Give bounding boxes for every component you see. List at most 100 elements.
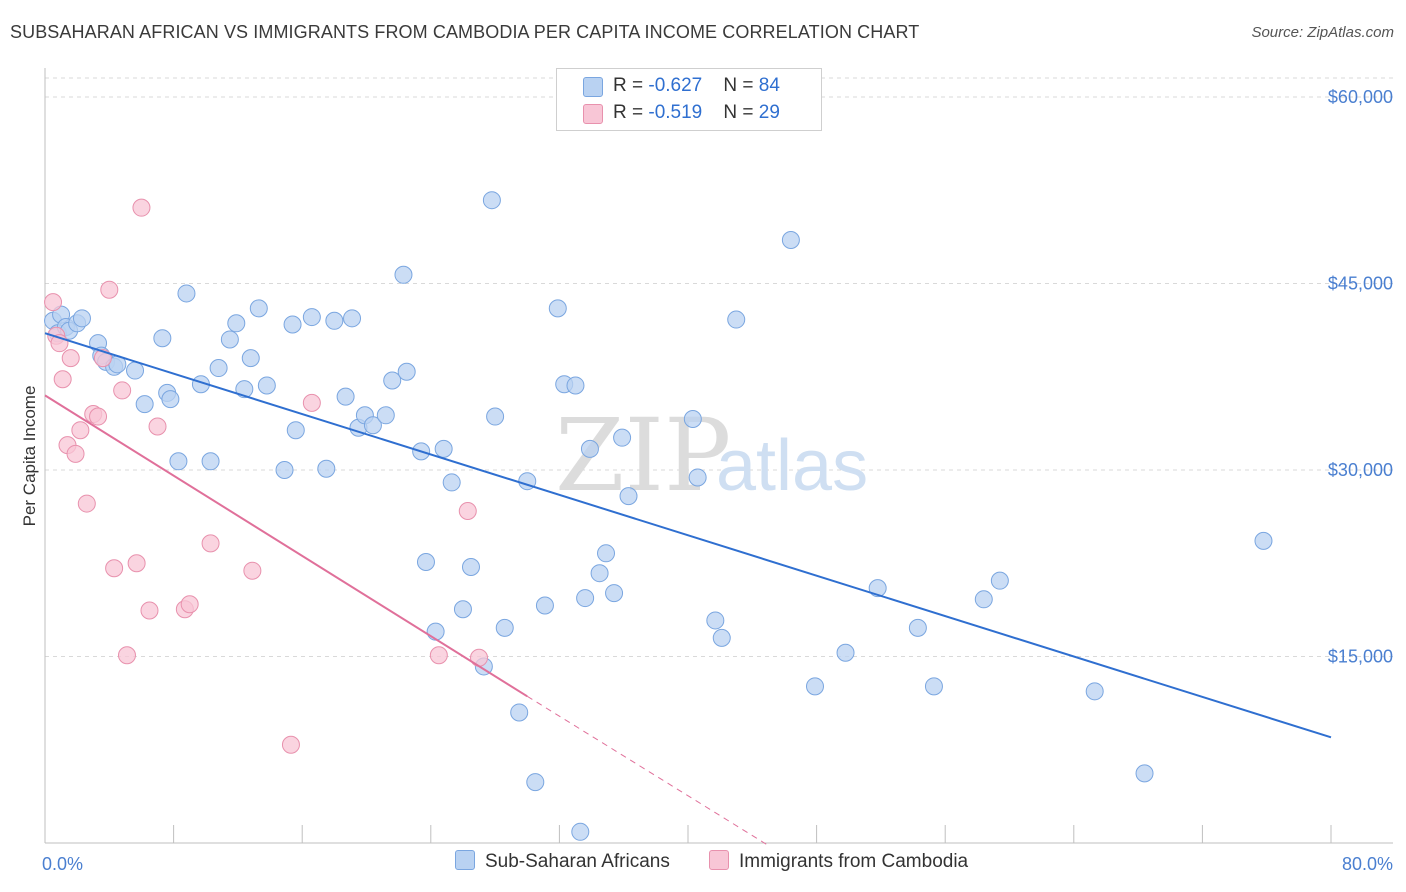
watermark: ZIP atlas bbox=[555, 397, 868, 514]
cambodia-point-19 bbox=[148, 417, 167, 436]
legend-n-value-2: 29 bbox=[758, 102, 780, 123]
series-sub-saharan-points bbox=[44, 191, 1273, 841]
cambodia-point-11 bbox=[93, 349, 112, 368]
sub-saharan-point-48 bbox=[453, 600, 472, 619]
sub-saharan-point-74 bbox=[781, 230, 800, 249]
axes bbox=[44, 68, 1393, 844]
bottom-legend-label-sub-saharan: Sub-Saharan Africans bbox=[485, 851, 670, 872]
cambodia-point-13 bbox=[105, 559, 124, 578]
legend-swatch-sub-saharan bbox=[583, 77, 603, 97]
sub-saharan-point-62 bbox=[576, 589, 595, 608]
cambodia-point-6 bbox=[66, 444, 85, 463]
cambodia-point-28 bbox=[470, 648, 489, 667]
sub-saharan-point-69 bbox=[683, 410, 702, 429]
sub-saharan-point-29 bbox=[283, 315, 302, 334]
sub-saharan-point-56 bbox=[526, 773, 545, 792]
cambodia-point-14 bbox=[113, 381, 132, 400]
cambodia-point-21 bbox=[180, 595, 199, 614]
cambodia-point-0 bbox=[44, 293, 63, 312]
sub-saharan-point-20 bbox=[201, 452, 220, 471]
sub-saharan-point-25 bbox=[241, 349, 260, 368]
sub-saharan-point-39 bbox=[376, 406, 395, 425]
sub-saharan-point-77 bbox=[868, 579, 887, 598]
sub-saharan-point-13 bbox=[135, 395, 154, 414]
cambodia-point-17 bbox=[132, 198, 151, 217]
sub-saharan-point-24 bbox=[235, 380, 254, 399]
sub-saharan-point-6 bbox=[72, 309, 91, 328]
sub-saharan-point-44 bbox=[416, 553, 435, 572]
sub-saharan-point-71 bbox=[706, 611, 725, 630]
sub-saharan-point-54 bbox=[510, 703, 529, 722]
cambodia-point-5 bbox=[61, 349, 80, 368]
sub-saharan-point-45 bbox=[426, 622, 445, 641]
sub-saharan-point-60 bbox=[566, 376, 585, 395]
sub-saharan-point-68 bbox=[619, 487, 638, 506]
watermark-zip: ZIP bbox=[555, 397, 731, 514]
cambodia-point-8 bbox=[77, 494, 96, 513]
x-tick-label-1: 80.0% bbox=[1342, 854, 1393, 874]
cambodia-point-16 bbox=[127, 554, 146, 573]
cambodia-point-10 bbox=[89, 407, 108, 426]
cambodia-point-23 bbox=[243, 561, 262, 580]
cambodia-point-12 bbox=[100, 280, 119, 299]
sub-saharan-point-83 bbox=[1135, 764, 1154, 783]
y-axis-label: Per Capita Income bbox=[20, 386, 39, 527]
bottom-legend-swatch-sub-saharan bbox=[455, 850, 475, 870]
legend-r-value-2: -0.519 bbox=[648, 102, 703, 123]
sub-saharan-point-80 bbox=[974, 590, 993, 609]
sub-saharan-point-14 bbox=[153, 329, 172, 348]
legend-r-label-2: R = bbox=[613, 102, 649, 123]
sub-saharan-point-46 bbox=[434, 439, 453, 458]
trend-line-cambodia-extension bbox=[526, 695, 769, 846]
sub-saharan-point-58 bbox=[548, 299, 567, 318]
bottom-legend-cambodia: Immigrants from Cambodia bbox=[709, 850, 968, 873]
sub-saharan-point-65 bbox=[597, 544, 616, 563]
sub-saharan-point-82 bbox=[1085, 682, 1104, 701]
cambodia-point-25 bbox=[302, 393, 321, 412]
sub-saharan-point-33 bbox=[325, 311, 344, 330]
legend-r-value-1: -0.627 bbox=[648, 75, 703, 96]
y-tick-label-0: $15,000 bbox=[1328, 647, 1393, 667]
sub-saharan-point-52 bbox=[486, 407, 505, 426]
sub-saharan-point-84 bbox=[1254, 531, 1273, 550]
legend-n-value-1: 84 bbox=[758, 75, 780, 96]
legend-r-label-1: R = bbox=[613, 75, 649, 96]
trend-line-sub-saharan bbox=[44, 332, 1332, 739]
sub-saharan-point-81 bbox=[990, 571, 1009, 590]
y-tick-label-3: $60,000 bbox=[1328, 87, 1393, 107]
legend-swatch-cambodia bbox=[583, 104, 603, 124]
sub-saharan-point-79 bbox=[924, 677, 943, 696]
sub-saharan-point-51 bbox=[482, 191, 501, 210]
sub-saharan-point-70 bbox=[688, 468, 707, 487]
cambodia-point-3 bbox=[53, 370, 72, 389]
sub-saharan-point-42 bbox=[397, 362, 416, 381]
sub-saharan-point-30 bbox=[286, 421, 305, 440]
sub-saharan-point-23 bbox=[227, 314, 246, 333]
trend-line-cambodia bbox=[44, 394, 528, 698]
cambodia-point-26 bbox=[429, 646, 448, 665]
sub-saharan-point-75 bbox=[805, 677, 824, 696]
sub-saharan-point-32 bbox=[317, 459, 336, 478]
y-tick-labels: $15,000 $30,000 $45,000 $60,000 bbox=[1328, 87, 1393, 667]
legend-n-label-1: N = bbox=[723, 75, 759, 96]
sub-saharan-point-16 bbox=[161, 390, 180, 409]
sub-saharan-point-66 bbox=[605, 584, 624, 603]
sub-saharan-point-63 bbox=[580, 439, 599, 458]
chart-title: SUBSAHARAN AFRICAN VS IMMIGRANTS FROM CA… bbox=[10, 22, 920, 42]
sub-saharan-point-21 bbox=[209, 359, 228, 378]
cambodia-point-24 bbox=[281, 735, 300, 754]
sub-saharan-point-49 bbox=[461, 557, 480, 576]
sub-saharan-point-28 bbox=[275, 461, 294, 479]
sub-saharan-point-17 bbox=[169, 452, 188, 471]
sub-saharan-point-22 bbox=[220, 330, 239, 349]
sub-saharan-point-78 bbox=[908, 618, 927, 637]
bottom-legend-label-cambodia: Immigrants from Cambodia bbox=[739, 851, 969, 872]
sub-saharan-point-35 bbox=[343, 309, 362, 328]
cambodia-point-27 bbox=[458, 502, 477, 521]
sub-saharan-point-67 bbox=[613, 428, 632, 447]
sub-saharan-point-12 bbox=[126, 361, 145, 380]
sub-saharan-point-47 bbox=[442, 473, 461, 492]
x-tick-labels: 0.0% 80.0% bbox=[42, 854, 1393, 874]
sub-saharan-point-26 bbox=[249, 299, 268, 318]
bottom-legend-swatch-cambodia bbox=[709, 850, 729, 870]
